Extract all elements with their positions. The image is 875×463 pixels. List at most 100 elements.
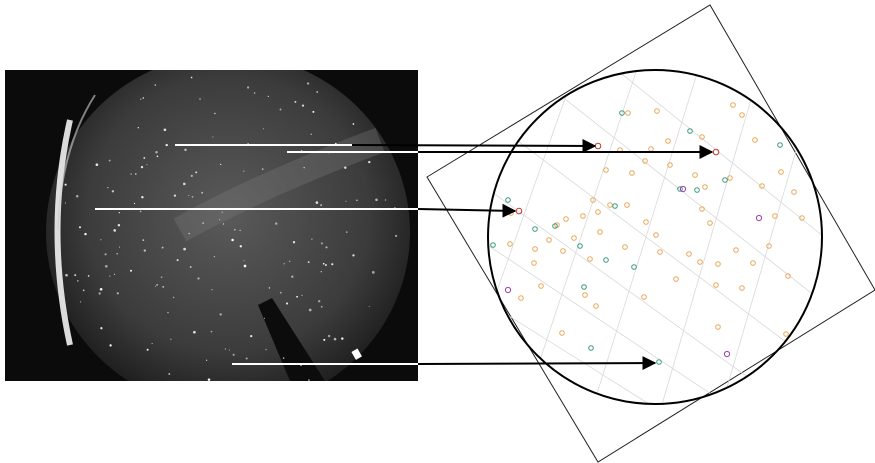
photo-star — [74, 274, 77, 277]
photo-star — [323, 338, 326, 341]
photo-star — [296, 295, 298, 298]
catalog-star-orange — [582, 292, 588, 298]
photo-star — [315, 201, 319, 204]
catalog-star-orange — [772, 213, 778, 219]
photo-star — [352, 254, 355, 257]
photo-star — [324, 264, 327, 266]
photo-star — [140, 98, 142, 100]
catalog-star-orange — [654, 108, 660, 114]
photo-star — [182, 182, 186, 186]
catalog-star-teal — [532, 226, 538, 232]
photo-star — [202, 222, 204, 224]
photo-star — [239, 245, 242, 248]
catalog-star-orange — [603, 167, 609, 173]
photo-star — [78, 226, 82, 229]
photo-star — [292, 241, 296, 244]
photo-star — [118, 211, 120, 214]
photo-star — [146, 164, 148, 166]
photo-star — [205, 359, 208, 361]
photo-star — [311, 238, 313, 240]
catalog-star-orange — [538, 283, 544, 289]
catalog-star-teal — [552, 223, 558, 229]
photo-star — [219, 219, 221, 221]
photo-star — [352, 123, 355, 125]
catalog-star-teal — [777, 142, 783, 148]
photo-star — [114, 273, 116, 275]
photo-star — [84, 232, 87, 236]
photo-star — [154, 84, 156, 86]
catalog-star-teal — [694, 187, 700, 193]
catalog-star-orange — [625, 110, 631, 116]
photo-star — [172, 383, 174, 385]
photo-star — [151, 343, 153, 345]
catalog-star-teal — [581, 284, 587, 290]
photo-star — [190, 76, 193, 79]
photo-star — [100, 239, 102, 241]
catalog-star-orange — [629, 170, 635, 176]
photo-star — [139, 210, 142, 213]
photo-star — [170, 338, 172, 340]
catalog-star-teal — [603, 257, 609, 263]
photo-star — [312, 110, 315, 113]
photo-star — [191, 196, 194, 198]
catalog-star-orange — [715, 261, 721, 267]
catalog-star-orange — [560, 248, 566, 254]
photo-star — [143, 249, 146, 252]
photo-star — [210, 330, 213, 333]
photo-star — [306, 82, 310, 85]
photo-star — [356, 199, 358, 202]
photo-star — [262, 128, 264, 130]
photo-star — [87, 275, 90, 277]
photo-star — [261, 168, 264, 170]
photo-star — [140, 165, 144, 169]
chart-frame — [426, 4, 875, 463]
photo-star — [214, 112, 216, 115]
photo-star — [285, 302, 289, 305]
photo-star — [308, 379, 310, 381]
photo-star — [156, 155, 159, 158]
catalog-star-orange — [739, 285, 745, 291]
photo-star — [130, 173, 132, 175]
photo-star — [237, 397, 238, 398]
catalog-star-orange — [571, 235, 577, 241]
catalog-star-orange — [707, 220, 713, 226]
photo-star — [133, 202, 136, 205]
catalog-star-orange — [642, 158, 648, 164]
photo-star — [117, 223, 121, 227]
photo-star — [161, 246, 164, 249]
photo-star — [308, 308, 312, 312]
photo-star — [301, 294, 303, 296]
photo-stars — [64, 76, 398, 398]
arrow-1 — [351, 138, 597, 153]
photo-star — [322, 262, 325, 265]
photo-star — [220, 163, 222, 166]
photo-star — [303, 166, 305, 169]
photo-star — [207, 378, 211, 381]
photo-star — [318, 300, 321, 303]
catalog-star-orange — [766, 243, 772, 249]
photo-star — [320, 242, 323, 245]
catalog-star-orange — [563, 216, 569, 222]
lens-rim-glow — [54, 119, 73, 346]
horizon-circle — [487, 69, 823, 405]
photo-star — [316, 91, 319, 93]
catalog-star-orange — [799, 215, 805, 221]
catalog-star-orange — [587, 256, 593, 262]
catalog-star-orange — [673, 276, 679, 282]
photo-star — [371, 271, 375, 274]
photo-star — [195, 171, 198, 174]
photo-star — [212, 136, 214, 138]
catalog-star-orange — [593, 303, 599, 309]
photo-star — [183, 247, 186, 251]
photo-star — [333, 337, 337, 341]
catalog-star-orange — [559, 330, 565, 336]
photo-star — [320, 305, 323, 308]
photo-star — [162, 286, 164, 288]
photo-star — [173, 194, 177, 197]
photo-star — [116, 292, 119, 295]
photo-star — [184, 148, 187, 152]
photo-star — [282, 357, 285, 359]
photo-star — [210, 397, 211, 398]
photo-star — [142, 239, 145, 241]
